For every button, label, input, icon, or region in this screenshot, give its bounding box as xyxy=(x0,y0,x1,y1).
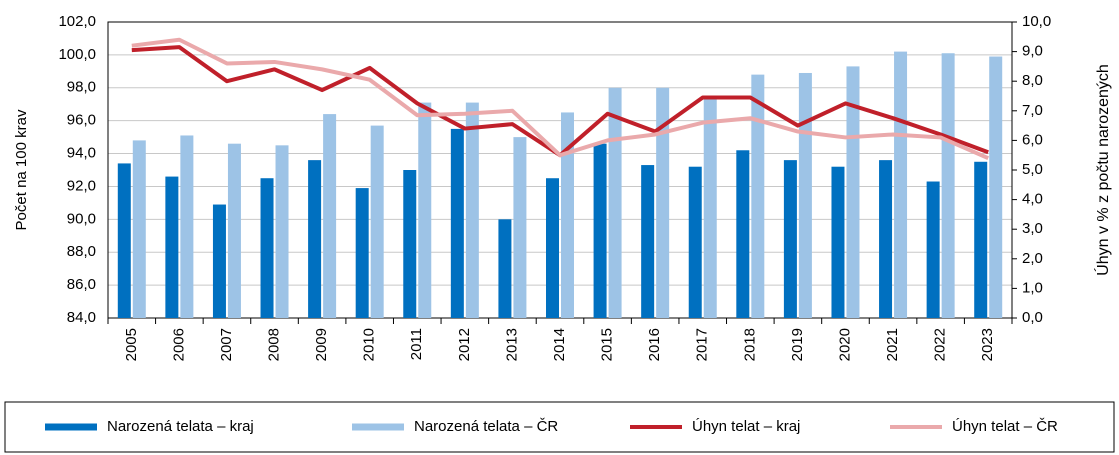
bar xyxy=(608,87,622,319)
bar xyxy=(117,163,131,318)
bar xyxy=(403,170,417,318)
y2-tick-label: 2,0 xyxy=(1022,250,1043,267)
bar xyxy=(561,112,574,318)
bar xyxy=(132,140,146,318)
legend-frame xyxy=(4,401,1115,453)
x-tick-label: 2023 xyxy=(979,328,996,361)
bar xyxy=(989,56,1003,319)
x-tick-label: 2015 xyxy=(599,328,616,361)
bar xyxy=(846,66,860,319)
bar xyxy=(703,97,717,319)
x-tick-label: 2019 xyxy=(789,328,806,361)
x-tick-label: 2014 xyxy=(551,328,568,361)
x-tick-label: 2005 xyxy=(123,328,140,361)
bar xyxy=(370,125,384,318)
bar xyxy=(751,74,765,318)
y-tick-label: 90,0 xyxy=(67,210,96,227)
plot-frame xyxy=(107,21,1013,319)
y-tick-label: 84,0 xyxy=(67,309,96,326)
y2-tick-label: 9,0 xyxy=(1022,43,1043,60)
bar xyxy=(783,160,797,318)
y2-tick-label: 1,0 xyxy=(1022,279,1043,296)
x-tick-label: 2006 xyxy=(170,328,187,361)
bar xyxy=(323,114,337,318)
y2-tick-label: 10,0 xyxy=(1022,13,1051,30)
y2-tick-label: 8,0 xyxy=(1022,72,1043,89)
y-tick-label: 92,0 xyxy=(67,177,96,194)
y-tick-label: 98,0 xyxy=(67,79,96,96)
bar xyxy=(546,178,559,318)
bar xyxy=(498,219,512,318)
bar xyxy=(180,135,194,318)
x-tick-label: 2020 xyxy=(836,328,853,361)
bar xyxy=(974,161,988,318)
legend-label: Úhyn telat – ČR xyxy=(952,418,1058,435)
bar xyxy=(894,51,908,318)
y2-tick-label: 5,0 xyxy=(1022,161,1043,178)
bar xyxy=(593,143,607,318)
x-tick-label: 2007 xyxy=(218,328,235,361)
legend-label: Narozená telata – ČR xyxy=(414,418,558,435)
x-tick-label: 2009 xyxy=(313,328,330,361)
bar xyxy=(926,181,940,318)
bar xyxy=(879,160,893,318)
bar xyxy=(465,102,479,318)
y2-tick-label: 4,0 xyxy=(1022,191,1043,208)
bar xyxy=(831,166,845,318)
bar xyxy=(688,166,702,318)
bar xyxy=(418,102,432,318)
y2-axis-label: Úhyn v % z počtu narozených xyxy=(1093,64,1112,276)
legend-label: Narozená telata – kraj xyxy=(107,418,254,435)
bar xyxy=(736,150,750,318)
line xyxy=(131,37,990,160)
x-tick-label: 2011 xyxy=(408,328,425,360)
x-tick-label: 2016 xyxy=(646,328,663,361)
bar xyxy=(798,72,812,318)
x-tick-label: 2018 xyxy=(741,328,758,361)
bar xyxy=(308,160,322,318)
y-tick-label: 100,0 xyxy=(58,46,96,63)
bar xyxy=(212,204,226,318)
bar xyxy=(165,176,179,318)
y2-tick-label: 6,0 xyxy=(1022,131,1043,148)
y-tick-label: 88,0 xyxy=(67,243,96,260)
bar xyxy=(513,137,527,318)
bar xyxy=(260,178,274,318)
bar xyxy=(941,53,955,318)
x-tick-label: 2010 xyxy=(361,328,378,361)
bar xyxy=(355,188,369,318)
y2-tick-label: 3,0 xyxy=(1022,220,1043,237)
bar xyxy=(275,145,289,318)
y-tick-label: 94,0 xyxy=(67,145,96,162)
x-tick-label: 2013 xyxy=(503,328,520,361)
bar xyxy=(227,143,241,318)
y2-tick-label: 0,0 xyxy=(1022,309,1043,326)
y-tick-label: 86,0 xyxy=(67,276,96,293)
y-axis-label: Počet na 100 krav xyxy=(13,109,30,230)
x-tick-label: 2022 xyxy=(932,328,949,361)
bar xyxy=(450,128,464,318)
x-tick-label: 2021 xyxy=(884,328,901,361)
y-tick-label: 96,0 xyxy=(67,112,96,129)
y2-tick-label: 7,0 xyxy=(1022,102,1043,119)
bar xyxy=(656,87,670,319)
x-tick-label: 2012 xyxy=(456,328,473,361)
x-tick-label: 2008 xyxy=(265,328,282,361)
bar xyxy=(641,165,655,318)
x-tick-label: 2017 xyxy=(694,328,711,361)
y-tick-label: 102,0 xyxy=(58,13,96,30)
legend-label: Úhyn telat – kraj xyxy=(692,418,800,435)
